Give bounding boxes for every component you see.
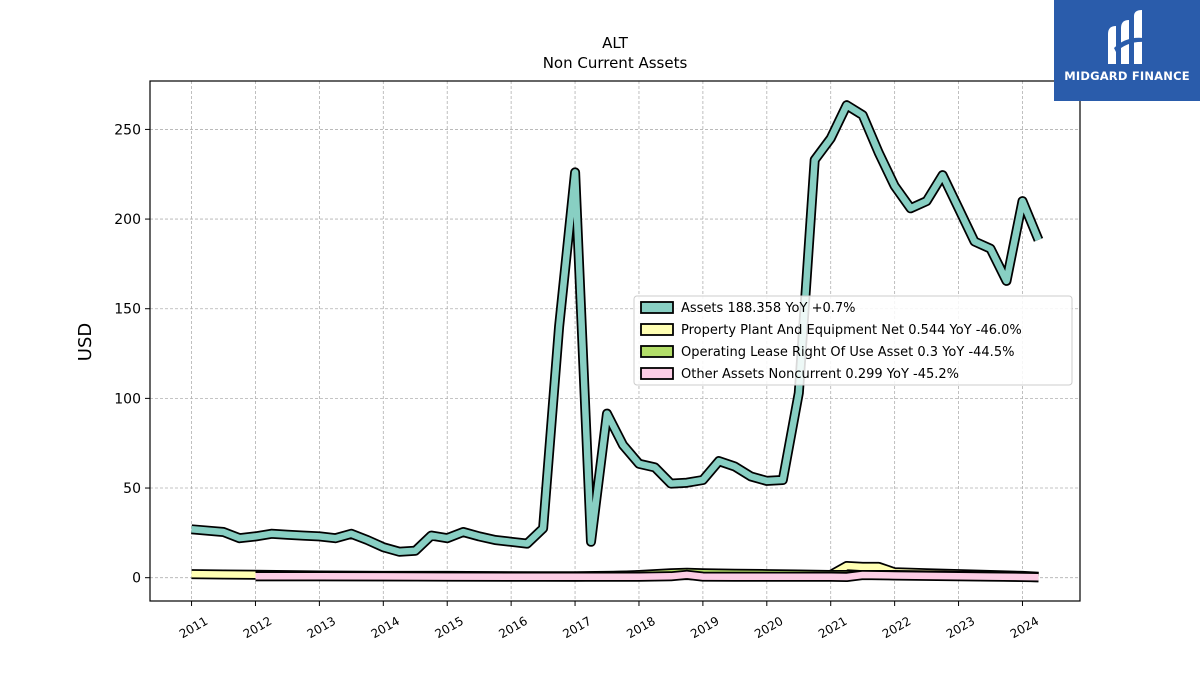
y-tick-label: 0 — [132, 571, 141, 587]
x-tick-label: 2012 — [241, 614, 274, 641]
logo-text: MIDGARD FINANCE — [1064, 69, 1190, 83]
x-tick-label: 2014 — [369, 614, 402, 641]
legend-swatch — [640, 345, 674, 358]
series-4 — [255, 569, 1039, 583]
y-tick-label: 250 — [114, 122, 141, 138]
legend-swatch — [640, 367, 674, 380]
legend-label: Property Plant And Equipment Net 0.544 Y… — [681, 323, 1022, 338]
y-tick-label: 100 — [114, 391, 141, 407]
y-tick-label: 200 — [114, 212, 141, 228]
x-axis-ticks: 2011 2012 2013 2014 2015 2016 2017 2018 2019 2020… — [177, 601, 1041, 641]
legend-frame — [633, 295, 1073, 386]
legend-label: Assets 188.358 YoY +0.7% — [681, 301, 856, 316]
x-tick-label: 2011 — [177, 614, 210, 641]
x-tick-label: 2018 — [624, 614, 657, 641]
legend-swatch — [640, 301, 674, 314]
y-tick-label: 50 — [123, 481, 141, 497]
legend-swatch — [640, 323, 674, 336]
x-tick-label: 2022 — [880, 614, 913, 641]
series-1 — [191, 100, 1044, 557]
y-axis-ticks: 0 50 100 150 200 250 — [114, 122, 150, 587]
chart-title: ALT — [602, 34, 629, 52]
x-tick-label: 2020 — [752, 614, 785, 641]
legend-label: Other Assets Noncurrent 0.299 YoY -45.2% — [681, 367, 959, 382]
midgard-logo-icon — [1108, 10, 1144, 64]
x-tick-label: 2021 — [816, 614, 849, 641]
chart-subtitle: Non Current Assets — [543, 54, 688, 72]
x-tick-label: 2013 — [305, 614, 338, 641]
plot-frame — [149, 80, 1081, 602]
x-tick-label: 2016 — [496, 614, 529, 641]
x-tick-label: 2019 — [688, 614, 721, 641]
x-tick-label: 2015 — [432, 614, 465, 641]
legend: Assets 188.358 YoY +0.7% Property Plant A… — [633, 295, 1073, 386]
x-tick-label: 2024 — [1008, 614, 1041, 641]
y-axis-label: USD — [75, 323, 96, 361]
series-line — [191, 101, 1042, 555]
y-tick-label: 150 — [114, 302, 141, 318]
series-layer — [191, 100, 1044, 583]
legend-label: Operating Lease Right Of Use Asset 0.3 Y… — [681, 345, 1014, 360]
midgard-finance-logo: MIDGARD FINANCE — [1054, 0, 1200, 101]
series-line — [255, 571, 1039, 581]
x-tick-label: 2017 — [560, 614, 593, 641]
x-tick-label: 2023 — [944, 614, 977, 641]
